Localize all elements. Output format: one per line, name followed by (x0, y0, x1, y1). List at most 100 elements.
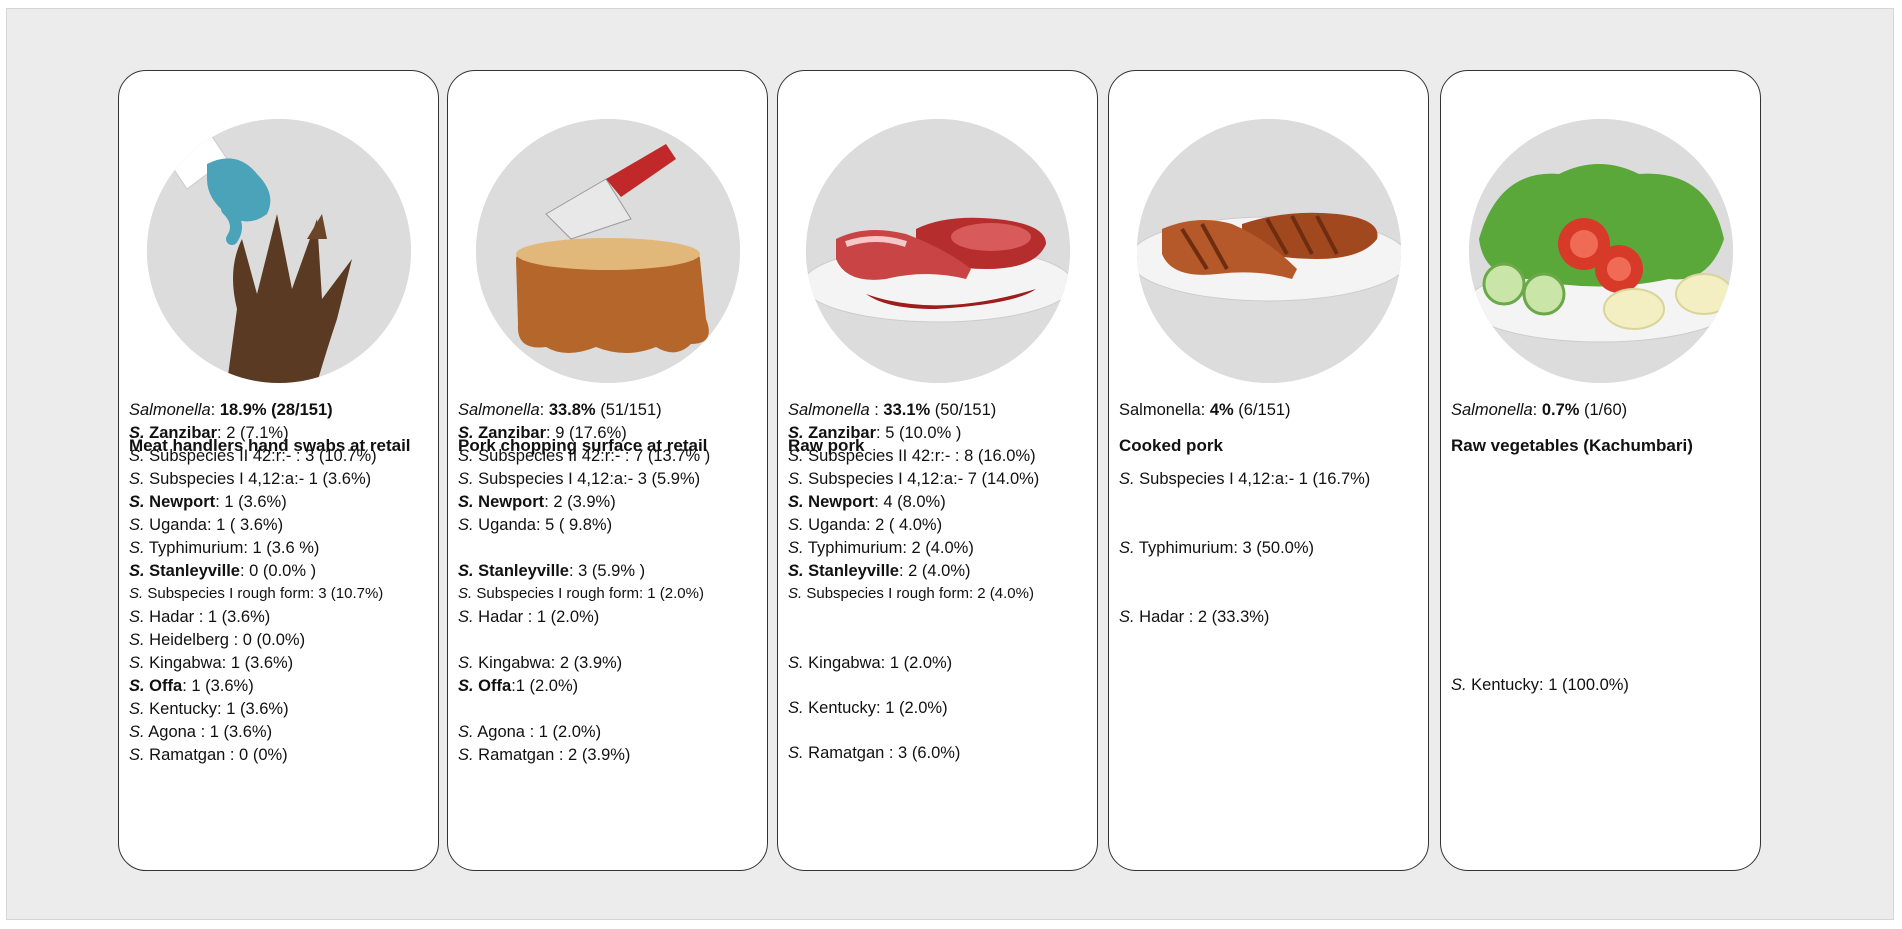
serovar-line: S. Agona : 1 (2.0%) (458, 723, 601, 742)
serovar-name: Newport (473, 493, 545, 511)
serovar-line: S. Hadar : 1 (3.6%) (129, 608, 270, 627)
species-label: S. (788, 699, 804, 717)
serovar-name: Stanleyville (144, 562, 240, 580)
species-label: S. (129, 700, 145, 718)
serovar-name: Hadar : 1 (3.6%) (144, 608, 271, 626)
serovar-name: Ramatgan : 0 (0%) (144, 746, 288, 764)
species-label: S. (129, 493, 145, 511)
serovar-line: S. Subspecies II 42:r:- : 8 (16.0%) (788, 447, 1036, 466)
species-label: S. (129, 631, 145, 649)
serovar-name: Offa (144, 677, 183, 695)
serovar-line: S. Subspecies I 4,12:a:- 1 (16.7%) (1119, 470, 1370, 489)
serovar-name: Kentucky: 1 (2.0%) (803, 699, 948, 717)
card-cooked-pork: Cooked pork Salmonella: 4% (6/151) S. Sub… (1108, 70, 1429, 871)
card-hand-swabs: Meat handlers hand swabs at retail Salmo… (118, 70, 439, 871)
species-label: S. (129, 723, 145, 741)
serovar-value: : 3 (5.9% ) (568, 562, 646, 580)
serovar-name: Kingabwa: 1 (3.6%) (144, 654, 294, 672)
species-label: S. (1451, 676, 1467, 694)
serovar-value: : 5 (10.0% ) (876, 424, 962, 442)
species-label: S. (788, 424, 804, 442)
serovar-line: S. Subspecies II 42:r:- : 3 (10.7%) (129, 447, 377, 466)
serovar-line: S. Subspecies I 4,12:a:- 7 (14.0%) (788, 470, 1039, 489)
serovar-name: Ramatgan : 3 (6.0%) (803, 744, 961, 762)
species-label: S. (788, 493, 804, 511)
species-label: S. (458, 746, 474, 764)
species-label: S. (129, 608, 145, 626)
serovar-name: Subspecies I 4,12:a:- 7 (14.0%) (803, 470, 1040, 488)
serovar-value: : (1532, 401, 1542, 419)
serovar-line: Salmonella: 33.8% (51/151) (458, 401, 662, 420)
species-label: Salmonella (788, 401, 870, 419)
serovar-line: S. Subspecies I rough form: 3 (10.7%) (129, 585, 383, 602)
serovar-name: Subspecies II 42:r:- : 7 (13.7% ) (473, 447, 711, 465)
serovar-line: S. Newport: 1 (3.6%) (129, 493, 287, 512)
serovar-line: S. Stanleyville: 0 (0.0% ) (129, 562, 316, 581)
card-title: Pork chopping surface at retail (458, 436, 708, 455)
species-label: S. (129, 516, 145, 534)
species-label: S. (788, 516, 804, 534)
serovar-value: : (869, 401, 884, 419)
serovar-name: Stanleyville (473, 562, 569, 580)
serovar-line: S. Hadar : 1 (2.0%) (458, 608, 599, 627)
serovar-name: Subspecies II 42:r:- : 3 (10.7%) (144, 447, 377, 465)
serovar-name: Kingabwa: 2 (3.9%) (473, 654, 623, 672)
card-title: Meat handlers hand swabs at retail (129, 436, 411, 455)
serovar-name: Stanleyville (803, 562, 899, 580)
serovar-line: S. Hadar : 2 (33.3%) (1119, 608, 1269, 627)
serovar-line: S. Newport: 2 (3.9%) (458, 493, 616, 512)
serovar-line: S. Subspecies I rough form: 1 (2.0%) (458, 585, 704, 602)
prevalence-count: (51/151) (595, 401, 662, 419)
serovar-line: S. Stanleyville: 3 (5.9% ) (458, 562, 645, 581)
species-label: S. (458, 608, 474, 626)
serovar-value: : 1 (3.6%) (182, 677, 254, 695)
serovar-line: S. Uganda: 1 ( 3.6%) (129, 516, 283, 535)
serovar-name: Kentucky: 1 (100.0%) (1466, 676, 1629, 694)
serovar-name: Subspecies I rough form: 2 (4.0%) (802, 585, 1034, 602)
serovar-name: Uganda: 1 ( 3.6%) (144, 516, 284, 534)
species-label: S. (129, 562, 145, 580)
serovar-name: Ramatgan : 2 (3.9%) (473, 746, 631, 764)
species-label: S. (788, 562, 804, 580)
prevalence-count: (6/151) (1233, 401, 1291, 419)
serovar-line: S. Typhimurium: 3 (50.0%) (1119, 539, 1314, 558)
serovar-name: Typhimurium: 3 (50.0%) (1134, 539, 1315, 557)
serovar-line: S. Stanleyville: 2 (4.0%) (788, 562, 971, 581)
species-label: S. (458, 723, 474, 741)
serovar-line: S. Kingabwa: 1 (3.6%) (129, 654, 293, 673)
species-label: S. (458, 493, 474, 511)
serovar-value: : 0 (0.0% ) (239, 562, 317, 580)
species-label: S. (129, 424, 145, 442)
hand-swab-illustration (147, 119, 411, 383)
species-label: S. (1119, 608, 1135, 626)
species-label: S. (458, 562, 474, 580)
species-label: S. (458, 470, 474, 488)
serovar-name: Typhimurium: 1 (3.6 %) (144, 539, 320, 557)
serovar-name: Kentucky: 1 (3.6%) (144, 700, 289, 718)
serovar-line: S. Kentucky: 1 (100.0%) (1451, 676, 1629, 695)
serovar-line: S. Kingabwa: 1 (2.0%) (788, 654, 952, 673)
serovar-value: : (539, 401, 549, 419)
species-label: S. (129, 585, 144, 602)
serovar-value: : 1 (3.6%) (215, 493, 287, 511)
serovar-line: S. Uganda: 2 ( 4.0%) (788, 516, 942, 535)
serovar-value: :1 (2.0%) (511, 677, 579, 695)
species-label: S. (129, 447, 145, 465)
serovar-name: Zanzibar (803, 424, 877, 442)
serovar-line: S. Offa: 1 (3.6%) (129, 677, 254, 696)
card-title: Raw pork (788, 436, 865, 455)
serovar-value: : 2 (3.9%) (544, 493, 616, 511)
species-label: S. (129, 539, 145, 557)
serovar-line: S. Zanzibar: 5 (10.0% ) (788, 424, 961, 443)
serovar-line: Salmonella : 33.1% (50/151) (788, 401, 996, 420)
serovar-line: S. Subspecies I rough form: 2 (4.0%) (788, 585, 1034, 602)
serovar-line: S. Zanzibar: 2 (7.1%) (129, 424, 289, 443)
card-title: Raw vegetables (Kachumbari) (1451, 436, 1693, 455)
species-label: S. (788, 585, 803, 602)
serovar-name: Typhimurium: 2 (4.0%) (803, 539, 974, 557)
serovar-value: : (210, 401, 220, 419)
serovar-line: S. Kingabwa: 2 (3.9%) (458, 654, 622, 673)
serovar-name: Agona : 1 (3.6%) (144, 723, 273, 741)
species-label: S. (129, 654, 145, 672)
prevalence-value: 0.7% (1541, 401, 1580, 419)
